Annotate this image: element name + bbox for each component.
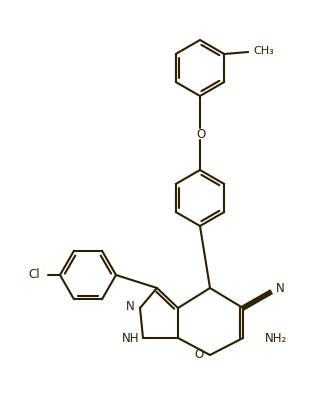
Text: NH: NH	[122, 332, 139, 346]
Text: NH₂: NH₂	[265, 332, 287, 344]
Text: N: N	[126, 301, 135, 313]
Text: O: O	[195, 349, 204, 361]
Text: O: O	[197, 128, 206, 140]
Text: N: N	[276, 282, 285, 295]
Text: CH₃: CH₃	[253, 46, 274, 56]
Text: Cl: Cl	[28, 268, 40, 282]
